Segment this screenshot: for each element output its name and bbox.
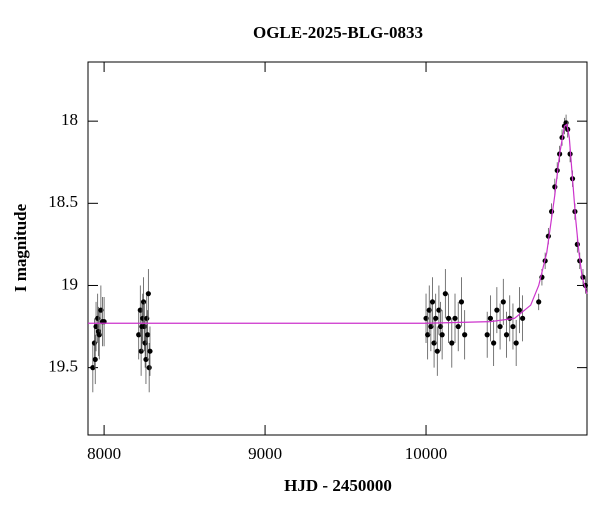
data-point xyxy=(144,332,151,338)
data-point xyxy=(513,340,519,346)
x-axis-label: HJD - 2450000 xyxy=(284,476,392,495)
data-point xyxy=(552,184,558,190)
x-tick-label: 8000 xyxy=(87,444,121,463)
y-axis-label: I magnitude xyxy=(11,203,30,292)
data-point xyxy=(146,365,152,371)
data-point xyxy=(494,307,500,313)
data-point xyxy=(497,323,503,330)
plot-frame xyxy=(87,61,588,436)
data-point xyxy=(491,340,497,346)
data-point xyxy=(500,299,506,305)
data-point xyxy=(520,315,526,321)
data-point xyxy=(536,299,542,305)
y-tick-label: 18 xyxy=(61,110,78,129)
chart-title: OGLE-2025-BLG-0833 xyxy=(253,23,423,42)
data-point xyxy=(449,340,455,346)
data-point xyxy=(510,323,516,330)
data-point xyxy=(442,291,448,297)
data-point xyxy=(140,299,147,305)
data-point xyxy=(434,348,440,354)
data-point xyxy=(429,299,436,305)
data-point xyxy=(145,291,151,297)
x-tick-label: 10000 xyxy=(405,444,448,463)
data-point xyxy=(462,332,468,338)
data-point xyxy=(548,208,555,215)
data-point xyxy=(574,241,580,247)
data-point xyxy=(458,299,465,305)
data-point xyxy=(455,323,461,330)
data-point xyxy=(452,315,458,321)
data-point xyxy=(487,315,494,321)
data-point xyxy=(147,348,153,354)
data-point xyxy=(484,332,490,338)
y-tick-label: 19 xyxy=(61,274,78,293)
model-curve xyxy=(88,123,588,324)
data-point xyxy=(138,348,144,354)
y-tick-label: 19.5 xyxy=(48,357,78,376)
data-point xyxy=(503,332,510,338)
data-point xyxy=(445,315,452,321)
x-tick-label: 9000 xyxy=(248,444,282,463)
data-point xyxy=(433,315,439,321)
data-point xyxy=(439,332,445,338)
data-point xyxy=(516,307,522,313)
data-point xyxy=(141,323,147,330)
y-tick-label: 18.5 xyxy=(48,192,78,211)
data-point xyxy=(92,356,98,363)
